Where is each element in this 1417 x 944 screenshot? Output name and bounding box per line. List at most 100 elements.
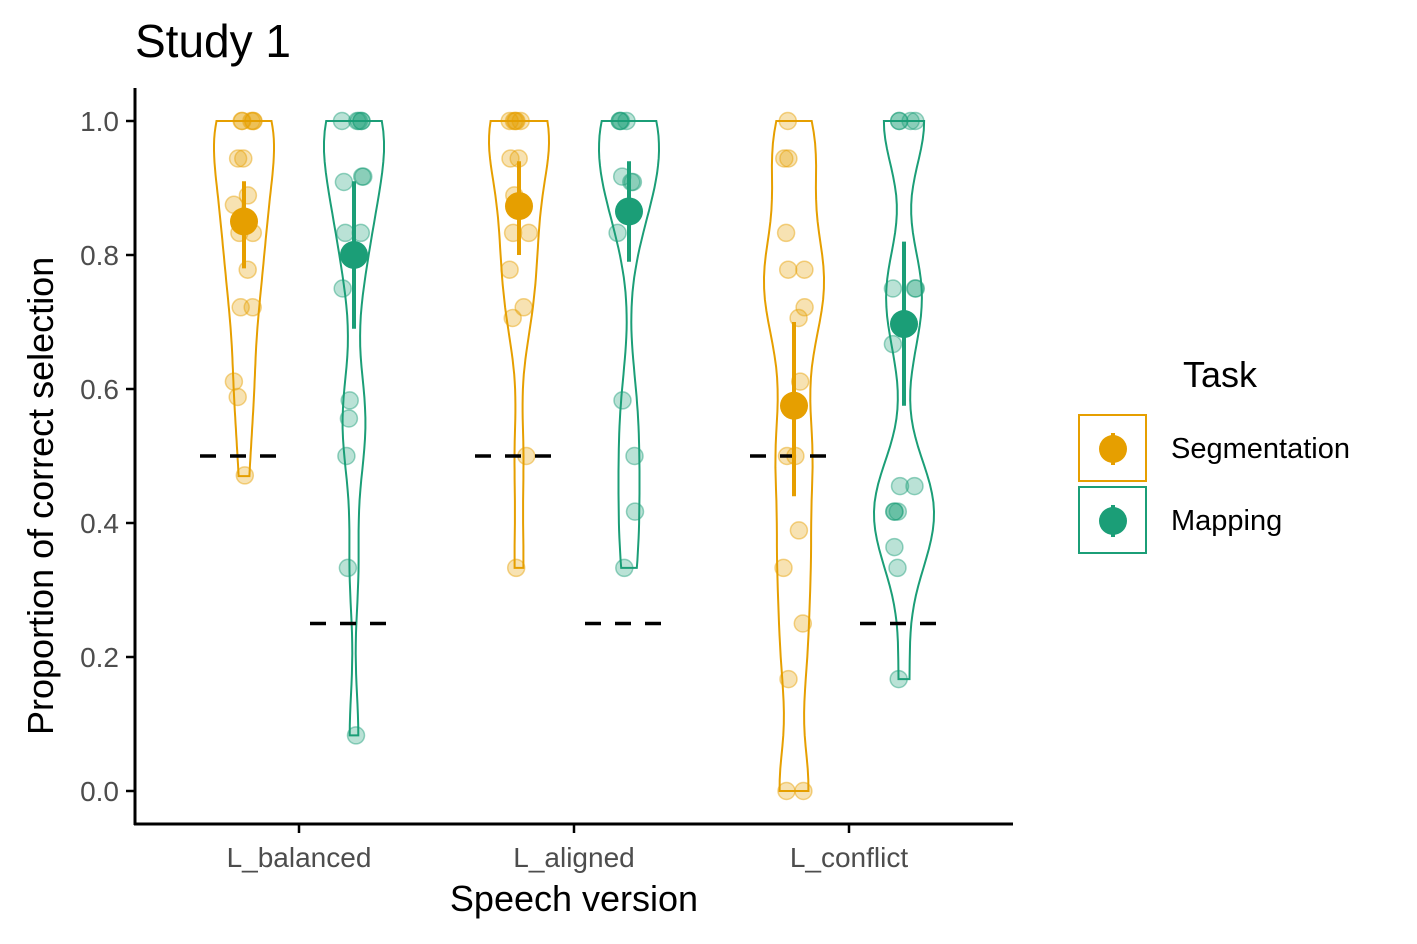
point-segmentation-l-aligned <box>506 558 526 578</box>
x-tick-label-l-aligned: L_aligned <box>513 842 634 873</box>
point-segmentation-l-conflict <box>779 149 798 168</box>
point-mapping-l-conflict <box>906 279 926 298</box>
mean-point-segmentation-l-aligned <box>505 192 533 221</box>
point-mapping-l-conflict <box>889 669 908 689</box>
point-mapping-l-balanced <box>346 726 366 745</box>
legend-title: Task <box>1183 354 1258 395</box>
point-mapping-l-aligned <box>625 446 644 466</box>
y-axis-label: Proportion of correct selection <box>20 256 61 735</box>
point-segmentation-l-conflict <box>778 111 798 131</box>
point-mapping-l-conflict <box>906 111 925 131</box>
legend-label-mapping: Mapping <box>1171 505 1283 537</box>
point-mapping-l-aligned <box>610 111 630 131</box>
point-segmentation-l-conflict <box>778 260 798 279</box>
y-tick-label: 1.0 <box>80 106 119 137</box>
point-mapping-l-balanced <box>349 111 369 131</box>
point-segmentation-l-balanced <box>224 372 244 391</box>
point-segmentation-l-balanced <box>244 111 263 131</box>
point-segmentation-l-conflict <box>793 614 813 633</box>
point-segmentation-l-aligned <box>504 111 524 131</box>
point-mapping-l-conflict <box>888 558 907 578</box>
point-segmentation-l-aligned <box>519 223 539 243</box>
legend-keys <box>1078 414 1147 554</box>
point-segmentation-l-aligned <box>507 111 526 131</box>
point-segmentation-l-conflict <box>775 149 794 168</box>
legend-label-segmentation: Segmentation <box>1171 433 1350 465</box>
mean-ci-layer <box>230 161 918 497</box>
point-mapping-l-aligned <box>617 111 636 131</box>
point-mapping-l-balanced <box>338 558 358 578</box>
point-mapping-l-conflict <box>905 279 925 298</box>
point-segmentation-l-balanced <box>231 298 250 317</box>
y-tick-label: 0.2 <box>80 642 119 673</box>
point-segmentation-l-balanced <box>238 260 257 279</box>
point-mapping-l-conflict <box>885 502 904 521</box>
point-segmentation-l-conflict <box>779 669 798 689</box>
point-segmentation-l-balanced <box>228 387 247 407</box>
violin-mapping-l-aligned <box>597 120 661 569</box>
point-mapping-l-balanced <box>339 409 359 428</box>
point-mapping-l-balanced <box>352 111 371 131</box>
point-segmentation-l-conflict <box>777 781 796 801</box>
x-axis-label: Speech version <box>449 878 699 919</box>
legend-key-dot-segmentation <box>1099 435 1127 463</box>
point-mapping-l-aligned <box>610 111 630 131</box>
point-mapping-l-aligned <box>608 223 627 243</box>
point-segmentation-l-conflict <box>794 781 813 801</box>
violin-segmentation-l-aligned <box>487 120 551 569</box>
point-segmentation-l-conflict <box>776 223 796 243</box>
point-mapping-l-conflict <box>883 334 903 354</box>
y-tick-label: 0.0 <box>80 776 119 807</box>
point-mapping-l-conflict <box>884 502 904 521</box>
point-mapping-l-conflict <box>889 111 909 131</box>
point-mapping-l-balanced <box>334 172 354 192</box>
point-mapping-l-conflict <box>888 502 908 521</box>
point-segmentation-l-aligned <box>501 149 520 168</box>
point-segmentation-l-aligned <box>500 260 519 279</box>
point-mapping-l-balanced <box>354 167 373 186</box>
mean-point-mapping-l-conflict <box>890 310 918 339</box>
point-segmentation-l-conflict <box>774 558 793 578</box>
violin-segmentation-l-conflict <box>762 120 826 792</box>
point-segmentation-l-conflict <box>795 298 814 317</box>
point-mapping-l-balanced <box>333 279 352 298</box>
point-segmentation-l-balanced <box>243 298 262 317</box>
y-tick-label: 0.8 <box>80 240 119 271</box>
x-tick-label-l-conflict: L_conflict <box>790 842 909 873</box>
point-segmentation-l-aligned <box>500 111 519 131</box>
point-segmentation-l-balanced <box>242 111 261 131</box>
mean-point-mapping-l-balanced <box>340 241 368 269</box>
axes-layer: 0.0 0.2 0.4 0.6 0.8 1.0 L_balanced L_aligned L_c… <box>80 88 1013 873</box>
point-mapping-l-balanced <box>336 223 355 243</box>
point-segmentation-l-balanced <box>233 111 252 131</box>
point-segmentation-l-balanced <box>232 111 251 131</box>
violin-segmentation-l-balanced <box>213 120 275 478</box>
chance-lines-layer <box>200 454 948 626</box>
y-tick-label: 0.4 <box>80 508 119 539</box>
point-mapping-l-conflict <box>885 537 904 557</box>
point-mapping-l-aligned <box>615 558 634 578</box>
chart-title: Study 1 <box>135 15 291 67</box>
point-mapping-l-balanced <box>347 111 367 131</box>
point-segmentation-l-balanced <box>235 466 255 485</box>
y-tick-label: 0.6 <box>80 374 119 405</box>
point-mapping-l-conflict <box>905 476 924 496</box>
point-mapping-l-balanced <box>337 446 356 466</box>
violins-layer <box>213 120 936 792</box>
point-segmentation-l-aligned <box>514 298 533 317</box>
point-mapping-l-aligned <box>622 172 641 192</box>
point-segmentation-l-conflict <box>789 521 809 540</box>
point-mapping-l-conflict <box>889 111 909 131</box>
jitter-points-layer <box>224 111 926 801</box>
x-tick-label-l-balanced: L_balanced <box>227 842 372 873</box>
point-segmentation-l-balanced <box>243 111 263 131</box>
point-mapping-l-conflict <box>901 111 920 131</box>
point-segmentation-l-balanced <box>228 149 248 168</box>
point-mapping-l-aligned <box>611 111 631 131</box>
legend-key-dot-mapping <box>1099 507 1127 535</box>
point-mapping-l-balanced <box>332 111 352 131</box>
point-segmentation-l-aligned <box>506 111 525 131</box>
point-segmentation-l-balanced <box>234 149 253 168</box>
mean-point-mapping-l-aligned <box>615 197 643 226</box>
